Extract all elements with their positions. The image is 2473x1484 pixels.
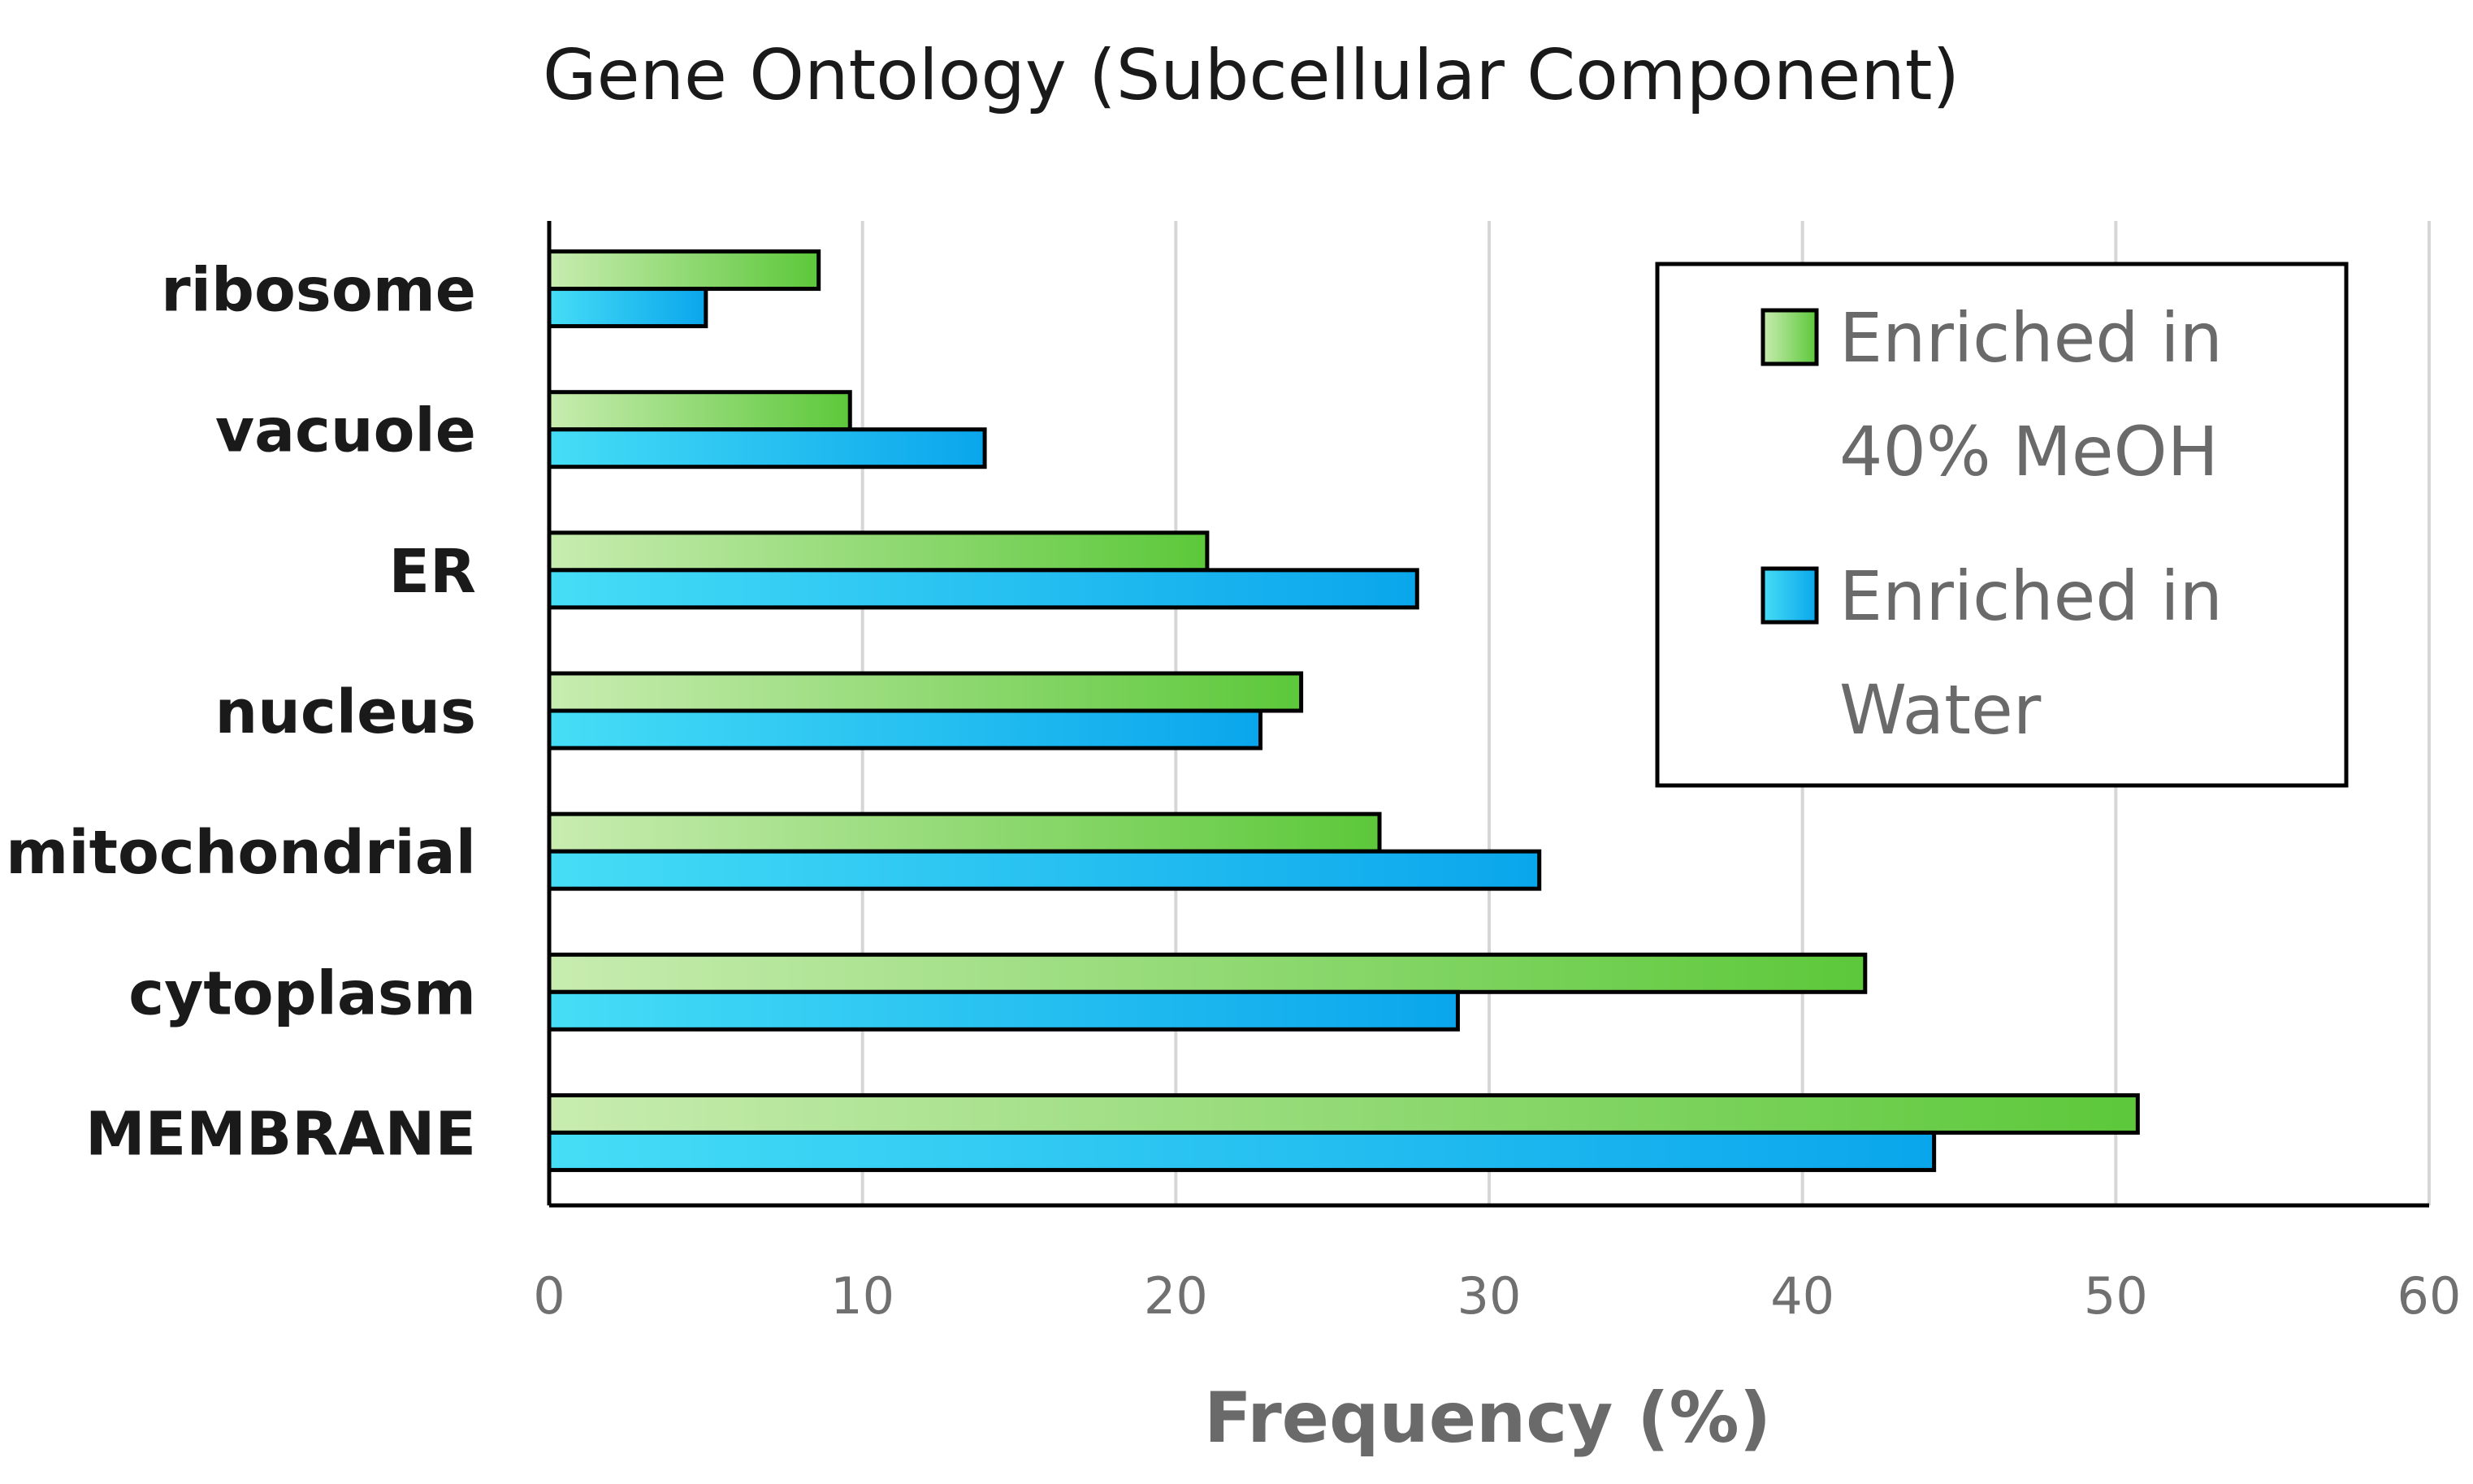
legend-label-series-2-line-2: Water [1839,670,2042,750]
bar-vacuole-series-2 [547,427,987,469]
category-label-nucleus: nucleus [214,677,476,747]
category-label-vacuole: vacuole [215,396,476,466]
bar-nucleus-series-2 [547,708,1262,751]
legend-swatch-series-2 [1761,566,1819,625]
x-tick-label-40: 40 [1770,1266,1834,1326]
x-tick-label-0: 0 [533,1266,565,1326]
legend-label-series-2-line-1: Enriched in [1839,556,2223,636]
chart-title: Gene Ontology (Subcellular Component) [543,35,1960,116]
category-labels: ribosome vacuole ER nucleus mitochondrial cyt… [6,256,476,1170]
category-label-ribosome: ribosome [161,256,476,326]
bar-ribosome-series-1 [547,249,821,292]
x-tick-label-60: 60 [2397,1266,2462,1326]
category-label-cytoplasm: cytoplasm [128,958,476,1028]
bar-er-series-1 [547,530,1210,573]
bars [547,249,2140,1172]
bar-cytoplasm-series-1 [547,952,1868,994]
legend-swatch-series-1 [1761,308,1819,366]
bar-membrane-series-1 [547,1092,2140,1135]
category-label-mitochondrial: mitochondrial [6,818,476,888]
x-axis-label: Frequency (%) [1204,1378,1771,1459]
category-label-membrane: MEMBRANE [85,1099,476,1169]
bar-ribosome-series-2 [547,287,708,329]
legend-label-series-1-line-2: 40% MeOH [1839,412,2219,491]
bar-cytoplasm-series-2 [547,989,1460,1032]
bar-mitochondrial-series-1 [547,811,1382,854]
x-tick-label-50: 50 [2084,1266,2148,1326]
bar-nucleus-series-1 [547,671,1304,713]
category-label-er: ER [388,537,476,607]
x-tick-labels: 0 10 20 30 40 50 60 [533,1266,2461,1326]
bar-er-series-2 [547,568,1419,610]
bar-membrane-series-2 [547,1130,1937,1172]
legend: Enriched in 40% MeOH Enriched in Water [1655,262,2349,788]
x-tick-label-20: 20 [1144,1266,1208,1326]
x-tick-label-30: 30 [1457,1266,1522,1326]
legend-label-series-1-line-1: Enriched in [1839,298,2223,378]
x-tick-label-10: 10 [830,1266,894,1326]
bar-mitochondrial-series-2 [547,849,1542,891]
bar-vacuole-series-1 [547,390,852,432]
